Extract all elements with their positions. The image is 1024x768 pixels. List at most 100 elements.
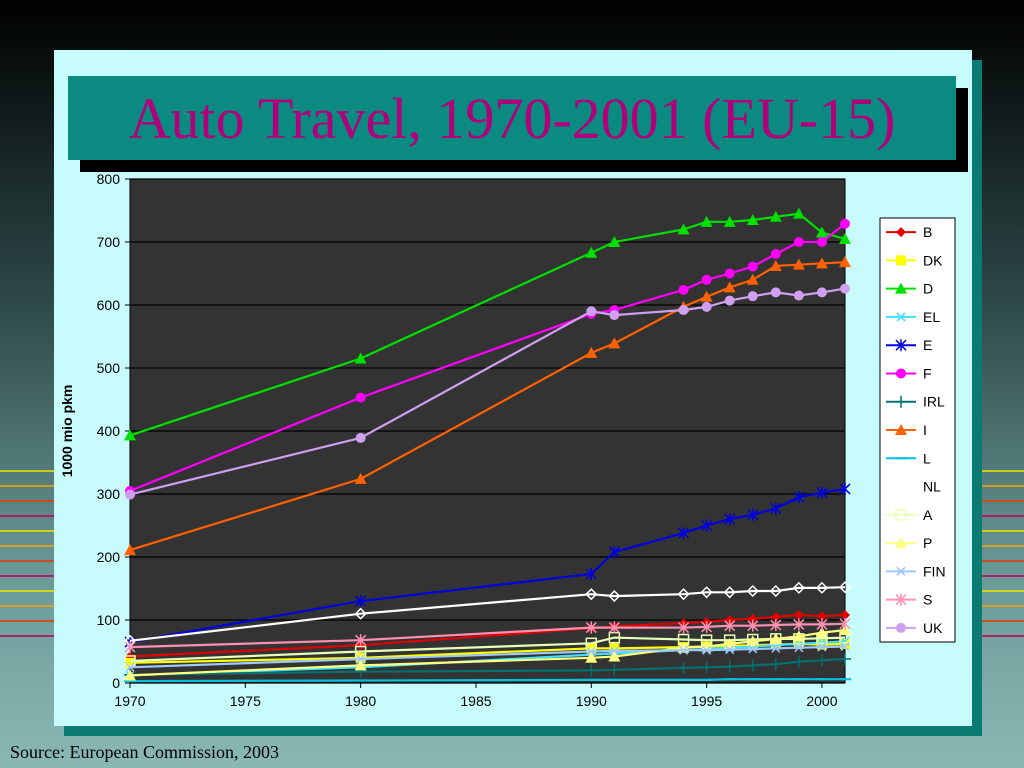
y-tick-label: 400 [97, 423, 121, 439]
data-point-irl [608, 663, 621, 676]
data-point-d [815, 226, 828, 238]
data-point-irl [585, 664, 598, 677]
data-point-f [793, 237, 804, 247]
series-nl [123, 581, 852, 647]
data-point-s [124, 641, 136, 654]
data-point-e [770, 502, 782, 515]
legend-marker-nl [894, 480, 908, 493]
legend-marker-p [895, 537, 907, 549]
data-point-irl [700, 661, 713, 674]
series-line-nl [129, 586, 846, 642]
series-fin [125, 641, 850, 672]
legend-marker-f [896, 368, 906, 379]
data-point-e [839, 482, 851, 495]
data-point-f [816, 237, 827, 247]
legend-label-b: B [923, 224, 932, 240]
data-point-d [608, 236, 621, 247]
data-point-i [354, 472, 367, 484]
legend-label-p: P [923, 535, 932, 551]
legend-marker-irl [895, 395, 907, 408]
data-point-p [769, 632, 782, 644]
y-axis-label: 1000 mio pkm [59, 385, 75, 478]
data-point-uk [840, 283, 850, 294]
x-tick-label: 1985 [460, 693, 491, 709]
data-point-a [354, 645, 367, 658]
data-point-dk [609, 643, 620, 654]
data-point-fin [609, 646, 619, 656]
data-point-b [747, 613, 758, 624]
legend-marker-uk [896, 622, 906, 633]
x-tick-label: 2000 [806, 693, 837, 709]
series-line-e [129, 487, 846, 644]
data-point-a [124, 655, 136, 667]
legend-label-s: S [923, 592, 932, 608]
y-tick-label: 100 [97, 612, 121, 628]
data-point-i [608, 337, 621, 349]
data-point-uk [816, 287, 827, 298]
legend-marker-d [895, 282, 907, 294]
data-point-fin [794, 643, 804, 653]
data-point-fin [748, 644, 758, 654]
y-tick-label: 200 [97, 549, 121, 565]
legend-item-irl: IRL [886, 394, 945, 410]
data-point-p [124, 669, 136, 681]
source-note: Source: European Commission, 2003 [10, 742, 279, 762]
legend-item-a: A [886, 507, 933, 523]
data-point-e [816, 486, 828, 499]
data-point-d [723, 215, 736, 227]
legend-item-f: F [886, 365, 932, 381]
data-point-nl [723, 586, 736, 599]
legend-label-e: E [923, 337, 932, 353]
y-tick-label: 600 [97, 297, 121, 313]
data-point-dk [840, 638, 850, 649]
data-point-b [840, 609, 850, 620]
y-tick-label: 0 [112, 675, 120, 691]
x-tick-label: 1975 [230, 693, 261, 709]
data-point-e [585, 568, 597, 581]
data-point-d [700, 215, 713, 227]
data-point-p [354, 659, 367, 671]
data-point-e [793, 491, 805, 504]
legend-marker-el [896, 312, 906, 322]
data-point-i [124, 544, 136, 556]
data-point-e [747, 508, 759, 521]
legend-label-el: EL [923, 309, 940, 325]
data-point-d [769, 210, 782, 222]
data-point-b [793, 609, 804, 620]
data-point-uk [125, 489, 135, 500]
data-point-e [355, 595, 367, 608]
y-tick-label: 500 [97, 360, 121, 376]
data-point-s [793, 618, 805, 631]
data-point-irl [723, 660, 736, 673]
legend-label-nl: NL [923, 479, 941, 495]
data-point-uk [355, 432, 366, 443]
data-point-fin [725, 645, 735, 655]
data-point-nl [792, 581, 805, 594]
legend-item-p: P [886, 535, 932, 551]
data-point-p [792, 630, 805, 642]
x-tick-label: 1995 [691, 693, 722, 709]
legend-item-d: D [886, 281, 933, 297]
legend-marker-i [895, 424, 907, 435]
legend-label-l: L [923, 450, 931, 466]
legend-item-nl: NL [886, 479, 941, 495]
x-tick-label: 1980 [345, 693, 376, 709]
series-e [124, 482, 851, 649]
data-point-i [769, 259, 782, 271]
data-point-uk [701, 301, 712, 312]
legend-label-dk: DK [923, 252, 943, 268]
data-point-p [700, 640, 713, 652]
data-point-nl [354, 607, 367, 620]
x-tick-label: 1990 [576, 693, 607, 709]
data-point-dk [816, 639, 827, 650]
data-point-a [585, 637, 598, 650]
y-tick-label: 800 [97, 171, 121, 187]
data-point-p [608, 650, 621, 662]
data-point-nl [815, 581, 828, 594]
data-point-b [770, 611, 781, 622]
data-point-e [678, 527, 690, 540]
data-point-nl [769, 584, 782, 598]
legend-label-fin: FIN [923, 563, 946, 579]
data-point-p [585, 651, 598, 663]
data-point-i [746, 273, 759, 285]
